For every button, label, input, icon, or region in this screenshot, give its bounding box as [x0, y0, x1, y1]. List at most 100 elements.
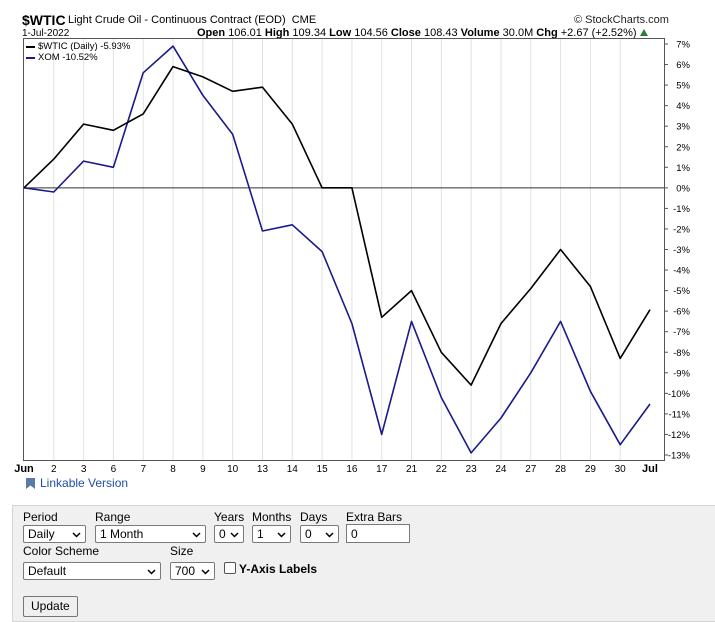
x-tick-label: 22: [436, 464, 448, 475]
extra-bars-input[interactable]: [346, 524, 410, 543]
chart-legend: $WTIC (Daily) -5.93% XOM -10.52%: [26, 41, 130, 63]
period-value: Daily: [28, 527, 55, 541]
chevron-down-icon: [230, 532, 239, 538]
y-tick-label: 4%: [676, 101, 690, 112]
x-tick-label: 27: [525, 464, 537, 475]
years-select[interactable]: 0: [214, 525, 244, 543]
x-tick-label: 15: [317, 464, 329, 475]
x-tick-label: 13: [257, 464, 269, 475]
legend-label: XOM -10.52%: [38, 52, 98, 63]
x-tick-label: 29: [585, 464, 597, 475]
y-tick-marks: [664, 43, 668, 456]
y-tick-label: -3%: [673, 245, 690, 256]
color-scheme-value: Default: [28, 564, 67, 578]
bookmark-icon: [26, 477, 35, 489]
chart-controls-panel: Period Daily Range 1 Month Years 0 Month…: [12, 505, 715, 622]
days-value: 0: [305, 527, 312, 541]
ohlc-readout: Open 106.01 High 109.34 Low 104.56 Close…: [197, 27, 648, 39]
x-tick-label: 17: [376, 464, 388, 475]
open-value: 106.01: [228, 27, 262, 39]
range-value: 1 Month: [100, 527, 144, 541]
chevron-down-icon: [192, 532, 201, 538]
y-tick-label: 3%: [676, 122, 690, 133]
days-select[interactable]: 0: [300, 525, 339, 543]
y-tick-label: -4%: [673, 266, 690, 277]
x-tick-label: 21: [406, 464, 418, 475]
size-select[interactable]: 700: [170, 562, 215, 580]
y-tick-label: -8%: [673, 348, 690, 359]
range-select[interactable]: 1 Month: [95, 525, 206, 543]
x-tick-label: 9: [200, 464, 206, 475]
volume-label: Volume: [460, 27, 500, 39]
x-tick-label: 30: [615, 464, 627, 475]
x-tick-label: 28: [555, 464, 567, 475]
close-label: Close: [390, 27, 421, 39]
x-tick-label: 16: [346, 464, 358, 475]
symbol-description: Light Crude Oil - Continuous Contract (E…: [68, 14, 286, 26]
years-value: 0: [219, 527, 226, 541]
chart-description: Light Crude Oil - Continuous Contract (E…: [68, 14, 316, 26]
y-axis-labels-label[interactable]: Y-Axis Labels: [239, 562, 318, 576]
chart-date: 1-Jul-2022: [22, 28, 70, 39]
y-tick-label: 7%: [676, 40, 690, 51]
linkable-version-label[interactable]: Linkable Version: [40, 476, 129, 490]
exchange-label: CME: [291, 14, 317, 26]
x-tick-label: 24: [495, 464, 507, 475]
update-button[interactable]: Update: [23, 596, 78, 617]
months-label: Months: [252, 510, 292, 524]
x-tick-label: 2: [51, 464, 57, 475]
x-tick-label: 7: [140, 464, 146, 475]
months-select[interactable]: 1: [252, 525, 291, 543]
y-tick-labels: 7% 6% 5% 4% 3% 2% 1% 0% -1% -2% -3% -4% -5% -6% -7% -8%…: [668, 40, 691, 462]
y-tick-label: 6%: [676, 60, 690, 71]
color-scheme-label: Color Scheme: [23, 544, 100, 558]
y-tick-label: -2%: [673, 224, 690, 235]
x-tick-label: 3: [81, 464, 87, 475]
chg-label: Chg: [536, 27, 558, 39]
chevron-down-icon: [325, 532, 334, 538]
line-chart: 7% 6% 5% 4% 3% 2% 1% 0% -1% -2% -3% -4% -5% -6% -7% -8%…: [14, 38, 691, 475]
legend-swatch: [26, 56, 35, 59]
plot-area: [23, 38, 665, 461]
stockcharts-credit: © StockCharts.com: [574, 14, 669, 26]
x-tick-label: 6: [111, 464, 117, 475]
x-tick-label: Jul: [642, 463, 658, 475]
color-scheme-select[interactable]: Default: [23, 562, 161, 580]
legend-swatch: [26, 45, 35, 48]
series-line: [23, 45, 651, 454]
legend-entry: $WTIC (Daily) -5.93%: [26, 41, 130, 52]
chart-symbol: $WTIC: [22, 12, 66, 28]
x-tick-label: Jun: [14, 463, 34, 475]
chg-value: +2.67 (+2.52%): [560, 27, 637, 39]
months-value: 1: [257, 527, 264, 541]
y-tick-label: 2%: [676, 142, 690, 153]
volume-value: 30.0M: [502, 27, 534, 39]
range-label: Range: [95, 510, 131, 524]
y-tick-label: 0%: [676, 183, 690, 194]
linkable-version-link[interactable]: Linkable Version: [26, 476, 128, 490]
size-value: 700: [175, 564, 196, 578]
days-label: Days: [300, 510, 328, 524]
chevron-down-icon: [72, 532, 81, 538]
y-tick-label: 5%: [676, 81, 690, 92]
extra-bars-label: Extra Bars: [346, 510, 403, 524]
chevron-down-icon: [147, 569, 156, 575]
y-axis-labels-checkbox[interactable]: [224, 562, 236, 574]
y-tick-label: -11%: [669, 409, 691, 420]
low-value: 104.56: [354, 27, 388, 39]
x-tick-label: 8: [170, 464, 176, 475]
legend-entry: XOM -10.52%: [26, 52, 130, 63]
high-label: High: [264, 27, 290, 39]
legend-label: $WTIC (Daily) -5.93%: [38, 41, 131, 52]
x-tick-label: 14: [287, 464, 299, 475]
y-tick-label: -13%: [668, 451, 691, 462]
y-tick-label: -9%: [673, 368, 690, 379]
close-value: 108.43: [423, 27, 458, 39]
period-label: Period: [23, 510, 58, 524]
y-tick-label: -1%: [673, 204, 690, 215]
y-tick-label: -12%: [668, 430, 691, 441]
low-label: Low: [329, 27, 352, 39]
period-select[interactable]: Daily: [23, 525, 86, 543]
y-tick-label: -7%: [673, 327, 690, 338]
x-tick-label: 10: [227, 464, 239, 475]
